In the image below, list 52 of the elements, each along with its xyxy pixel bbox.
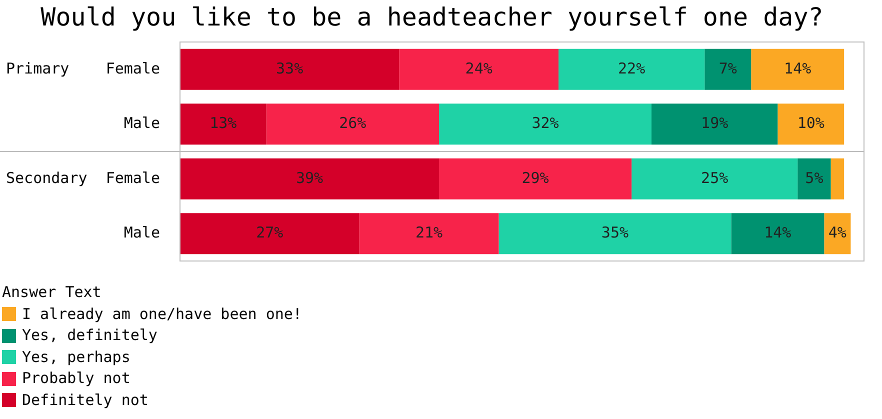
bar <box>751 48 844 90</box>
bar <box>558 48 705 90</box>
bar <box>438 158 632 200</box>
data-label: 27% <box>256 224 284 242</box>
bar <box>180 158 439 200</box>
data-label: 21% <box>415 224 443 242</box>
data-label: 14% <box>784 59 812 78</box>
bar <box>359 213 499 254</box>
bar <box>632 158 798 200</box>
bar <box>651 104 778 145</box>
bar <box>778 104 844 145</box>
legend-label: I already am one/have been one! <box>22 304 302 324</box>
text: Primary <box>6 59 70 78</box>
legend-label: Probably not <box>22 368 130 389</box>
data-label: 19% <box>701 114 728 132</box>
bar <box>731 213 824 254</box>
legend-label: Yes, definitely <box>22 325 158 346</box>
y-tick-label: Male <box>124 114 160 132</box>
text: Secondary <box>6 168 88 187</box>
data-label: 4% <box>828 224 846 242</box>
data-label: 5% <box>805 168 824 187</box>
bar <box>798 158 831 200</box>
legend-label: Definitely not <box>22 390 148 410</box>
data-label: 32% <box>532 114 559 132</box>
data-label: 26% <box>339 114 366 132</box>
data-label: 35% <box>601 224 629 242</box>
data-label: 7% <box>718 59 737 78</box>
bar <box>498 213 732 254</box>
bar <box>399 48 559 90</box>
bar <box>824 213 851 254</box>
data-label: 24% <box>465 59 492 78</box>
data-label: 10% <box>797 114 824 132</box>
y-tick-label: Female <box>106 59 160 78</box>
bar <box>266 104 439 145</box>
bar <box>180 48 400 90</box>
bar <box>704 48 752 90</box>
chart-title: Would you like to be a headteacher yourself one day? <box>40 2 824 32</box>
data-label: 22% <box>618 59 646 78</box>
data-label: 25% <box>701 168 728 187</box>
data-label: 29% <box>522 168 549 187</box>
data-label: 33% <box>276 59 304 78</box>
legend-label: Yes, perhaps <box>22 346 130 368</box>
y-tick-label: Female <box>106 168 160 187</box>
bar <box>438 104 652 145</box>
y-tick-label: Male <box>124 224 160 242</box>
legend-title: Answer Text <box>2 282 102 303</box>
bar <box>180 104 266 145</box>
bar <box>180 213 360 254</box>
data-label: 14% <box>764 224 792 242</box>
data-label: 13% <box>210 114 237 132</box>
data-label: 39% <box>296 168 324 187</box>
bar <box>830 158 844 200</box>
